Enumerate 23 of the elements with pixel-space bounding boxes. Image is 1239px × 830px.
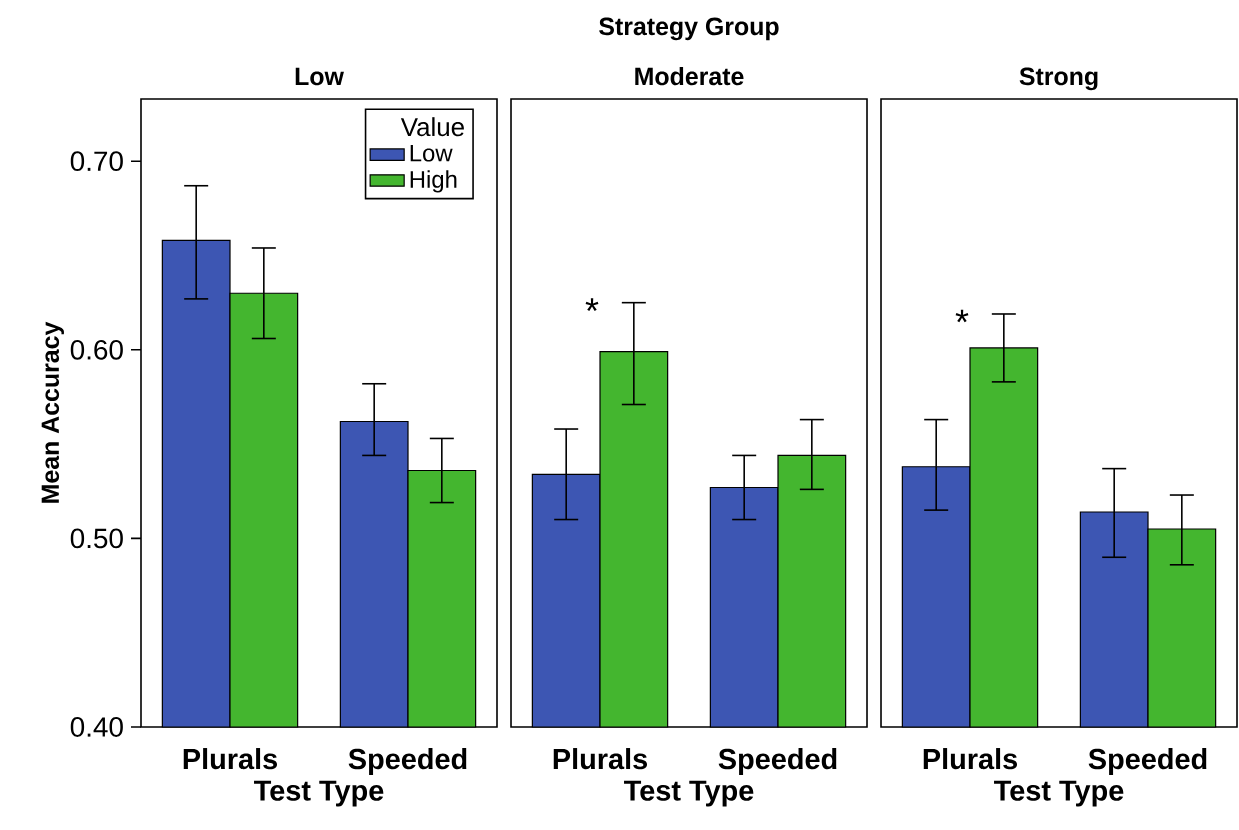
y-tick-label: 0.70 [70, 151, 123, 172]
y-tick-label: 0.50 [70, 528, 123, 549]
x-axis-title: Test Type [994, 780, 1124, 807]
x-tick-label: Speeded [1088, 748, 1207, 775]
legend-label: High [410, 170, 457, 193]
legend-label: Low [410, 144, 453, 162]
chart-subtitle: Moderate [635, 66, 744, 86]
annotation: * [955, 309, 969, 323]
chart-title: Strategy Group [599, 17, 779, 41]
x-tick-label: Plurals [923, 748, 1018, 770]
x-axis-title: Test Type [624, 780, 754, 807]
x-tick-label: Plurals [183, 748, 278, 770]
x-axis-title: Test Type [254, 780, 384, 807]
chart-subtitle: Strong [1019, 67, 1098, 91]
annotation: * [585, 298, 599, 311]
legend-title: Value [400, 117, 464, 137]
x-tick-label: Speeded [348, 748, 467, 775]
chart-subtitle: Low [295, 67, 344, 86]
x-tick-label: Plurals [553, 748, 648, 770]
x-tick-label: Speeded [718, 748, 837, 775]
y-tick-label: 0.40 [70, 717, 123, 737]
y-tick-label: 0.60 [70, 339, 123, 360]
y-axis-title: Mean Accuracy [41, 321, 64, 503]
